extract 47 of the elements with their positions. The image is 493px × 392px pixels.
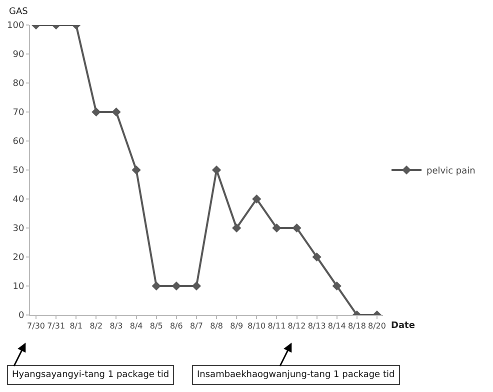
- x-tick-label: 8/1: [70, 322, 83, 331]
- point: [132, 165, 141, 175]
- y-tick-label: 10: [12, 282, 24, 292]
- x-tick-label: 8/13: [308, 322, 326, 331]
- point: [252, 194, 262, 204]
- y-tick-label: 90: [12, 50, 24, 60]
- x-tick-label: 8/3: [110, 322, 123, 331]
- x-tick-label: 8/11: [268, 322, 286, 331]
- y-tick-label: 20: [12, 253, 24, 264]
- y-tick-label: 60: [12, 137, 24, 148]
- legend-label: pelvic pain: [426, 166, 476, 177]
- x-tick-label: 8/10: [248, 322, 266, 331]
- y-axis-title: GAS: [9, 7, 28, 17]
- x-tick-label: 8/4: [130, 322, 143, 331]
- text: Hyangsayangyi-tang 1 package tid: [12, 370, 170, 380]
- point: [112, 107, 121, 117]
- x-tick-label: 7/31: [47, 322, 66, 331]
- x-tick-label: 8/18: [348, 322, 366, 331]
- point: [212, 165, 222, 175]
- point: [312, 252, 322, 262]
- y-tick-label: 0: [18, 311, 24, 322]
- x-tick-label: 8/14: [328, 322, 346, 331]
- x-tick-label: 8/2: [90, 322, 103, 331]
- y-tick-label: 50: [12, 166, 24, 176]
- x-tick-label: 8/8: [210, 322, 223, 331]
- x-tick-label: 8/9: [230, 322, 244, 331]
- point: [172, 281, 181, 291]
- point: [152, 281, 161, 291]
- y-tick-label: 40: [12, 195, 24, 206]
- x-tick-label: 8/6: [170, 322, 183, 331]
- point: [292, 223, 302, 233]
- y-tick-label: 70: [12, 108, 24, 118]
- point: [332, 281, 342, 291]
- point: [92, 107, 101, 117]
- y-tick-label: 80: [12, 79, 24, 90]
- x-tick-label: 8/5: [150, 322, 163, 331]
- text: Insambaekhaogwanjung-tang 1 package tid: [197, 370, 395, 380]
- x-tick-label: 7/30: [27, 322, 46, 331]
- point: [232, 223, 242, 233]
- x-tick-label: 8/7: [190, 322, 203, 331]
- point: [192, 281, 202, 291]
- y-tick-label: 30: [12, 224, 24, 234]
- y-tick-label: 100: [7, 21, 24, 32]
- point: [272, 223, 282, 233]
- x-tick-label: 8/20: [368, 322, 386, 331]
- x-axis-title: Date: [391, 321, 415, 331]
- x-tick-label: 8/12: [288, 322, 306, 331]
